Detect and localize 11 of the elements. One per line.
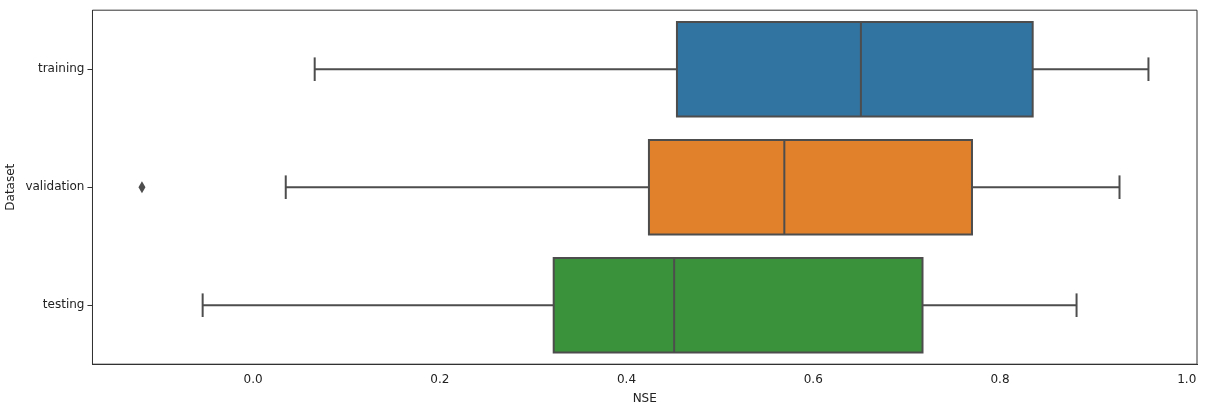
y-tick-label: testing (42, 297, 85, 312)
x-tick-label: 1.0 (1177, 371, 1197, 386)
y-axis-title: Dataset (3, 163, 18, 211)
x-axis-title: NSE (632, 390, 657, 405)
x-tick-label: 0.4 (616, 371, 637, 386)
y-tick-label: training (37, 61, 85, 76)
x-tick-label: 0.0 (243, 371, 263, 386)
x-tick-label: 0.8 (990, 371, 1010, 386)
y-tick-label: validation (25, 179, 85, 194)
x-tick-label: 0.6 (803, 371, 823, 386)
x-tick-label: 0.2 (430, 371, 450, 386)
